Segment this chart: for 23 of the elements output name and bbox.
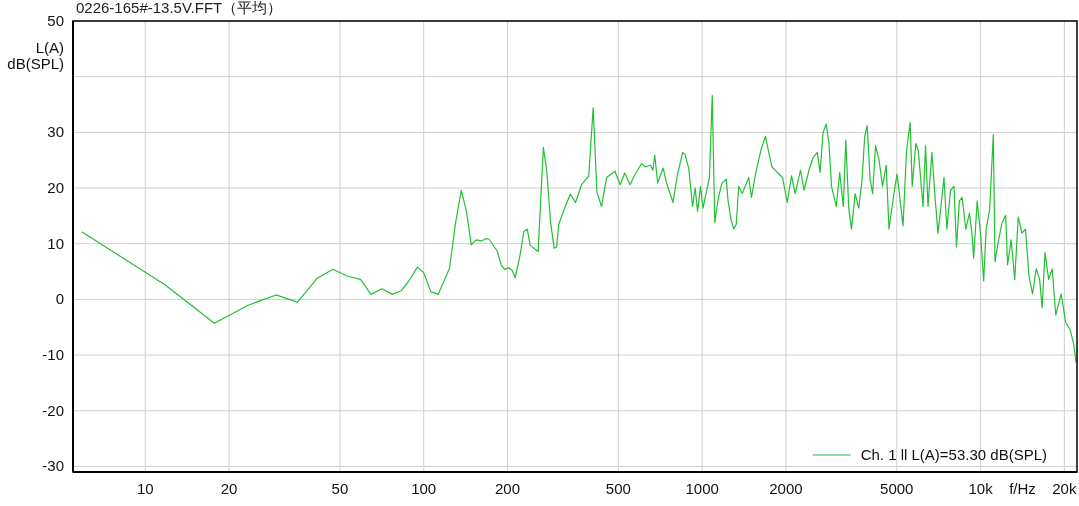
x-tick-label: 2000 — [769, 480, 803, 497]
y-tick-label: 0 — [55, 290, 64, 308]
y-tick-label: -30 — [42, 457, 64, 475]
x-tick-label: 20 — [220, 480, 238, 497]
x-tick-label: 5000 — [880, 480, 914, 497]
y-tick-label: 30 — [47, 123, 64, 141]
x-tick-label: 200 — [495, 480, 521, 497]
x-tick-label: 50 — [331, 480, 349, 497]
x-axis-title: f/Hz — [1009, 480, 1036, 497]
y-tick-label: 10 — [47, 234, 64, 252]
y-axis-title: L(A) dB(SPL) — [7, 39, 64, 72]
x-tick-label: 1000 — [685, 480, 719, 497]
x-tick-label: 10k — [968, 480, 994, 497]
legend-label: Ch. 1 ll L(A)=53.30 dB(SPL) — [860, 446, 1047, 463]
chart-title: 0226-165#-13.5V.FFT（平均） — [76, 0, 283, 16]
x-tick-label: 500 — [605, 480, 631, 497]
y-tick-label: -20 — [42, 401, 64, 419]
y-tick-label: 50 — [47, 12, 64, 29]
x-tick-label: 20k — [1052, 480, 1077, 497]
x-tick-label: 10 — [136, 480, 154, 497]
y-tick-label: 20 — [47, 179, 64, 197]
y-tick-label: -10 — [42, 346, 64, 364]
x-tick-label: 100 — [411, 480, 437, 497]
